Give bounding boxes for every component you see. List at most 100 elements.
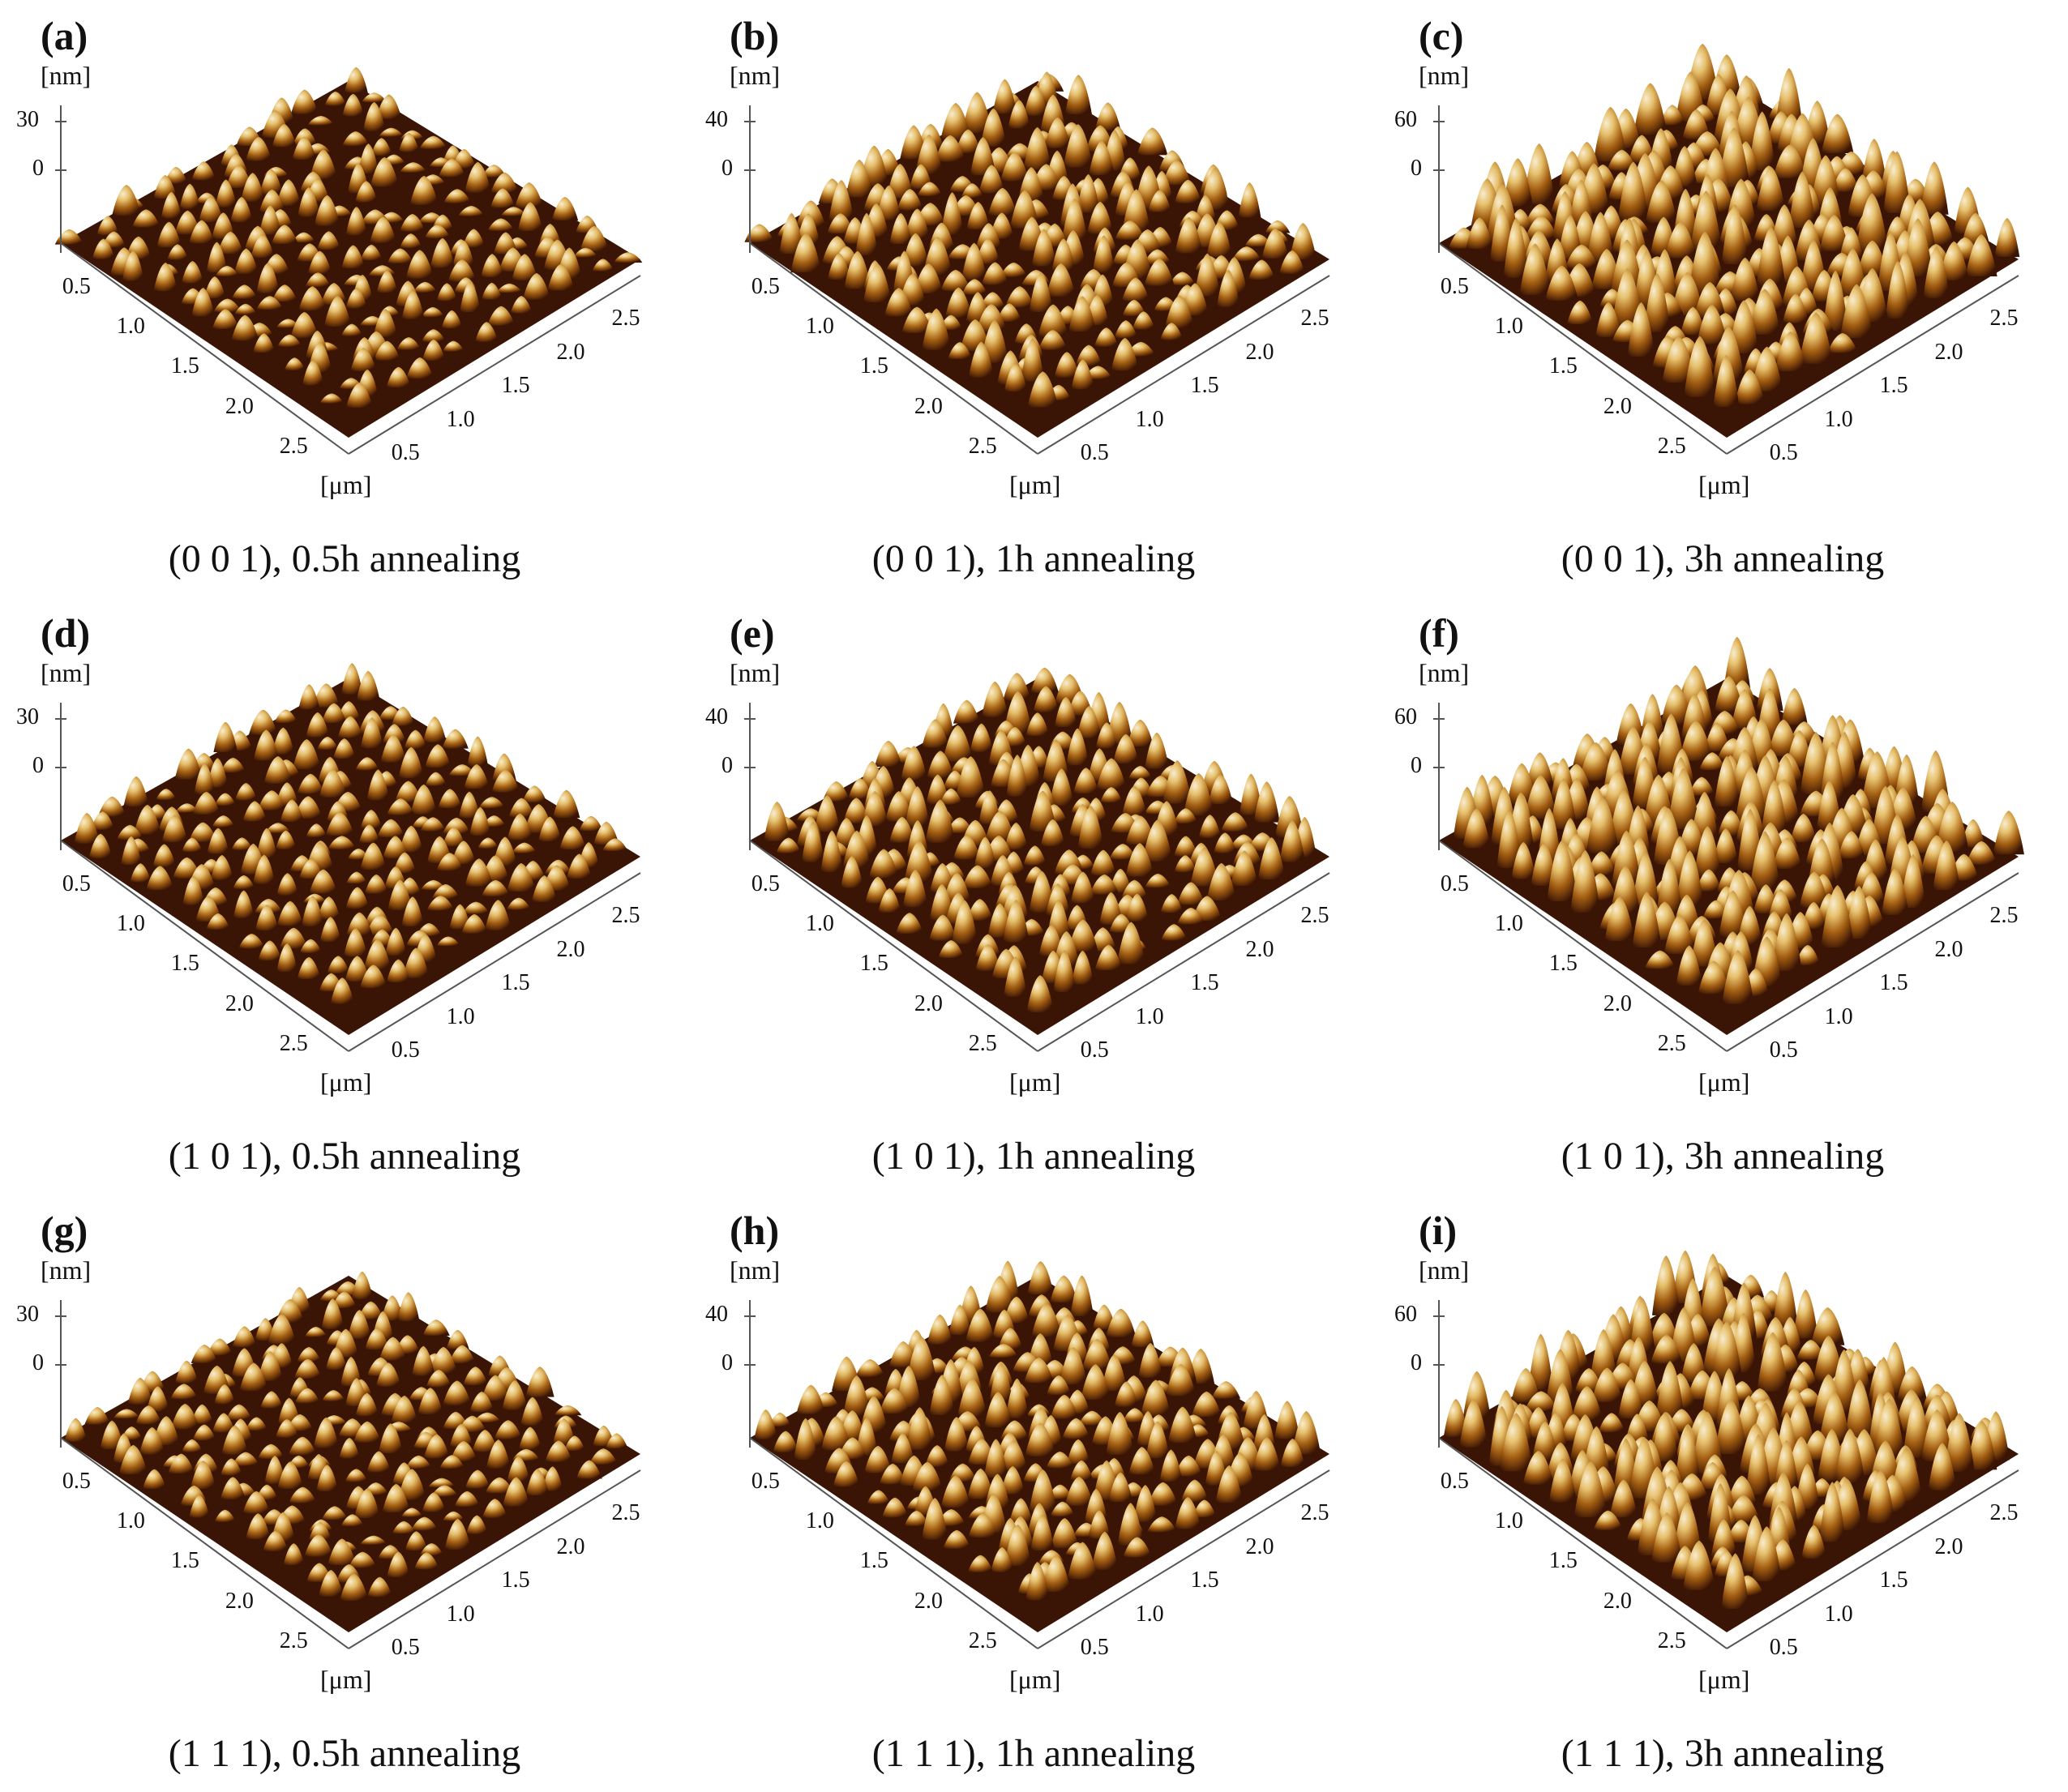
right-lateral-axis-line [348,275,641,455]
surface-peak [161,815,188,843]
surface-peak [255,828,278,858]
surface-peak [1544,265,1579,301]
surface-peak [360,842,387,870]
surface-peak [460,913,488,934]
surface-peak [975,304,1008,332]
panel-label: (g) [41,1208,88,1253]
surface-peak [383,836,409,859]
surface-peak [289,1486,317,1503]
surface-peak [1027,1261,1054,1295]
surface-peak [1026,975,1055,1013]
lateral-axis-unit: [μm] [1009,470,1061,499]
surface-peak [318,1569,344,1597]
surface-peak [292,136,317,160]
surface-peak [387,248,413,263]
surface-peak [356,670,380,701]
surface-peak [1496,810,1522,869]
surface-peak [467,736,489,767]
surface-peak [276,943,298,973]
surface-peak [360,244,383,261]
surface-peak [602,838,628,852]
surface-peak [593,821,619,845]
surface-peak [191,287,215,317]
surface-peak [842,798,870,823]
surface-peak [1068,296,1097,332]
surface-peak [246,136,272,161]
surface-peak [589,1448,619,1465]
surface-peak [1004,1524,1032,1566]
surface-peak [881,1497,909,1518]
surface-peak [448,764,477,776]
surface-peak [922,308,952,350]
surface-peak [1993,810,2024,855]
surface-peak [307,250,332,275]
surface-peak [354,1488,380,1518]
surface-peak [1090,874,1120,895]
surface-peak [1061,198,1088,242]
surface-peak [1144,732,1169,769]
surface-peak [1094,944,1123,971]
surface-peak [442,827,465,847]
surface-peak [387,879,413,910]
surface-peak [1173,836,1198,857]
surface-peak [130,863,152,883]
surface-peak [494,1420,523,1439]
surface-peak [345,871,367,884]
left-axis-tick-label: 0.5 [1440,274,1469,300]
surface-peak [895,913,924,934]
z-axis-tick-label: 0 [32,753,44,778]
surface-peak [1122,299,1146,317]
z-axis-unit: [nm] [730,1255,781,1285]
surface-peak [405,250,435,279]
surface-peak [1008,1498,1033,1525]
surface-peak [980,108,1007,147]
surface-peak [1775,331,1807,372]
surface-peak [250,234,275,259]
surface-peak [420,817,446,832]
z-axis-unit: [nm] [41,61,92,90]
surface-peak [1005,1378,1029,1418]
surface-peak [233,890,255,918]
surface-peak [238,934,265,949]
surface-peak [1943,1413,1975,1472]
surface-peak [975,223,1002,250]
surface-peak [1008,100,1030,129]
surface-peak [174,748,203,780]
surface-peak [1160,323,1184,340]
surface-peak [1253,781,1280,823]
right-axis-tick-label: 1.5 [501,1567,530,1593]
surface-peak [423,1434,450,1459]
surface-peak [1279,820,1305,862]
surface-peak [1190,847,1219,887]
surface-peak [206,242,228,273]
afm-panel: (f) [nm] 60 0 0.5 1.0 1.5 2.0 2.5 0.5 1.0 1.5 2.0 2.5… [1378,597,2067,1195]
surface-peak [1813,1335,1844,1381]
surface-peak [411,1516,439,1531]
surface-peak [123,776,149,807]
surface-peak [1633,83,1668,135]
surface-peak [473,1412,502,1423]
surface-peak [1192,1499,1217,1518]
surface-peak [878,887,901,913]
surface-peak [827,253,851,280]
surface-peak [460,280,481,313]
surface-peak [1651,1412,1679,1462]
surface-peak [142,1469,167,1490]
right-axis-tick-label: 2.0 [1245,1533,1274,1559]
surface-peak [231,284,258,299]
surface-peak [189,1495,210,1518]
surface-peak [306,115,335,126]
surface-peak [1573,1461,1608,1518]
surface-peak [507,862,536,892]
left-axis-tick-label: 2.0 [1603,990,1632,1016]
panel-caption: (1 0 1), 1h annealing [871,1135,1196,1178]
surface-peak [444,1518,471,1550]
surface-peak [905,208,930,239]
surface-peak [1145,873,1171,888]
surface-peak [1790,813,1818,843]
surface-peak [1208,774,1233,805]
surface-peak [1831,168,1860,192]
surface-peak [212,309,239,329]
surface-peak [1062,1418,1090,1439]
surface-peak [212,815,235,828]
